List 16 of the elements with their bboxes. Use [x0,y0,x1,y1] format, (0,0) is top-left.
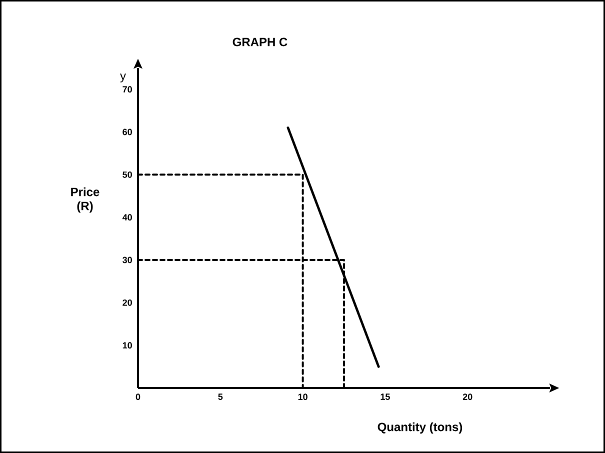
y-tick-label: 50 [122,171,132,178]
y-tick-label: 20 [122,299,132,306]
x-tick-label: 15 [380,394,390,400]
y-tick-label: 30 [122,256,132,264]
x-tick-label: 0 [136,394,140,400]
y-tick-label: 60 [122,128,132,136]
x-tick-label: 10 [298,394,308,400]
y-tick-label: 40 [122,214,132,221]
x-tick-label: 5 [218,394,223,400]
y-axis-title: Price (R) [71,187,100,213]
x-tick-label: 20 [462,394,472,400]
text: y [120,74,126,82]
y-tick-label: 70 [122,86,132,93]
chart-title: GRAPH C [232,38,288,46]
x-axis-title: Quantity (tons) [378,422,462,434]
y-tick-label: 10 [122,342,132,349]
